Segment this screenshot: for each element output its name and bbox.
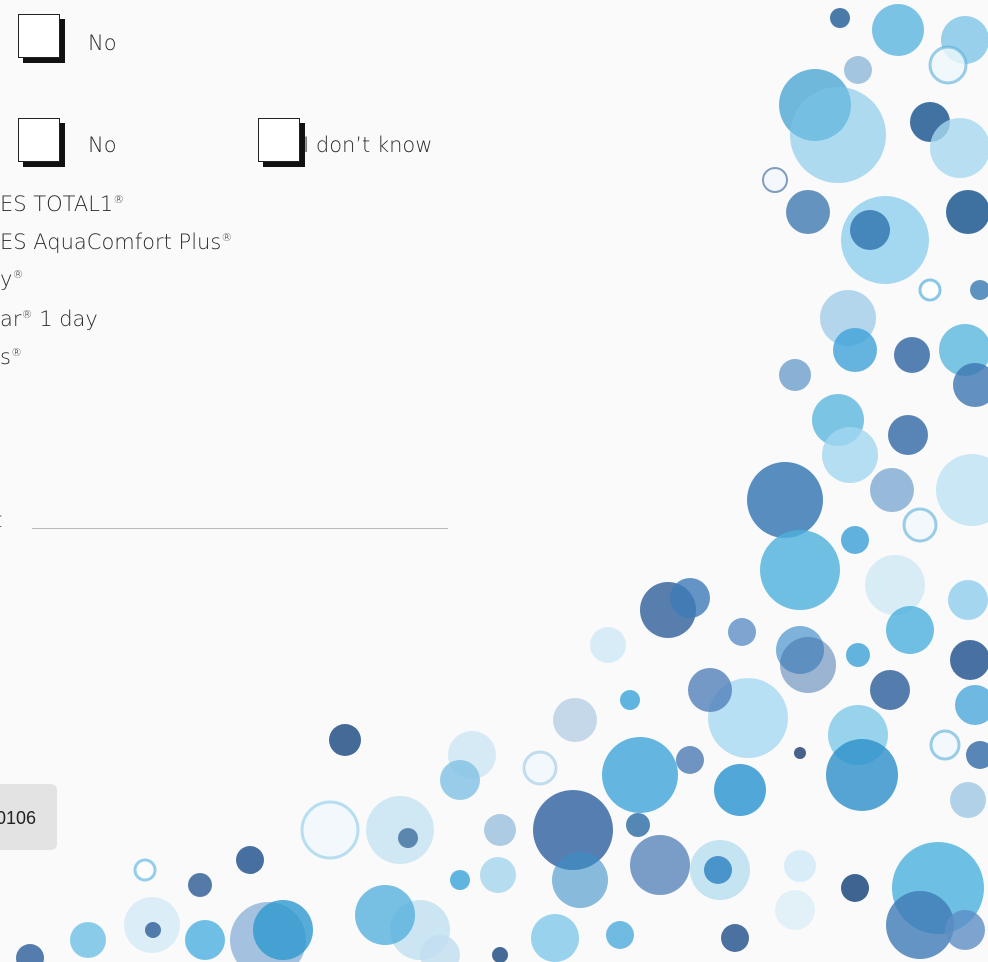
brand-option: y® [0, 267, 24, 291]
other-label: t [0, 510, 2, 531]
brand-option: ar® 1 day [0, 307, 98, 331]
checkbox[interactable] [18, 118, 60, 162]
input-line[interactable] [32, 528, 448, 529]
code-tag: 0106 [0, 784, 57, 850]
footer-code: 0106 [0, 808, 37, 828]
brand-option: ES TOTAL1® [0, 192, 125, 216]
checkbox[interactable] [258, 118, 300, 162]
brand-option: s® [0, 345, 22, 369]
option-label: No [88, 133, 117, 157]
brand-option: ES AquaComfort Plus® [0, 230, 233, 254]
option-label: I don’t know [303, 133, 433, 157]
checkbox[interactable] [18, 14, 60, 58]
option-label: No [88, 31, 117, 55]
